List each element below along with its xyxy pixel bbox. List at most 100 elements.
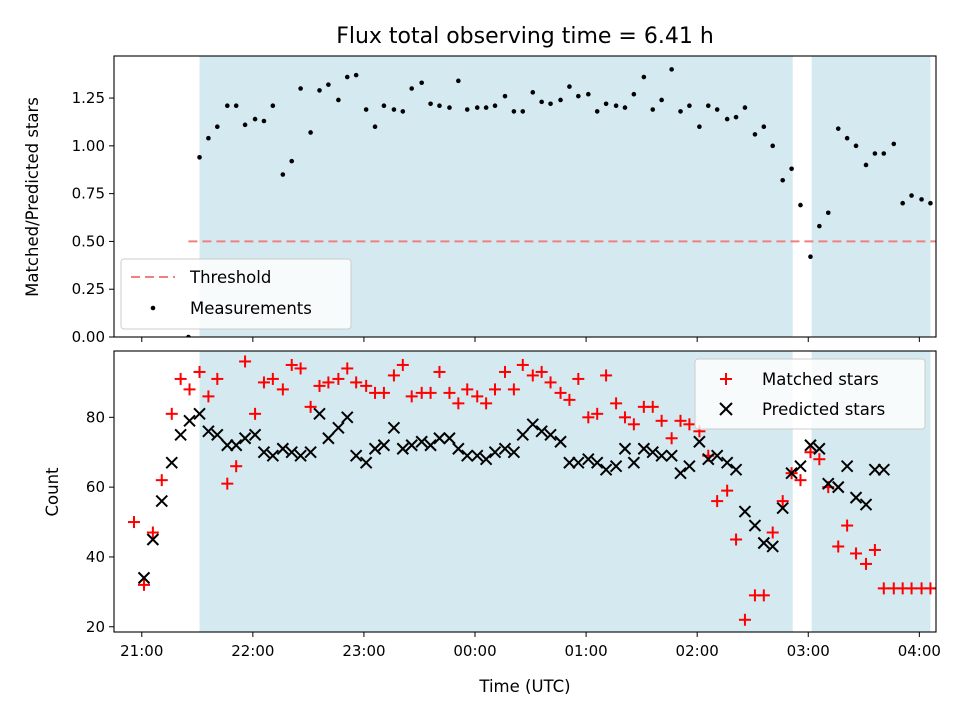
matched-point [266, 372, 279, 385]
measurement-point [687, 103, 692, 109]
predicted-point-b [683, 459, 696, 473]
predicted-point [572, 456, 585, 469]
measurement-point [844, 135, 850, 141]
predicted-point [443, 432, 456, 445]
predicted-point [655, 449, 668, 462]
matched-point [516, 358, 529, 371]
matched-point [563, 393, 576, 406]
measurement-point [215, 124, 220, 130]
matched-point [377, 386, 390, 399]
measurement-point [308, 130, 313, 135]
predicted-point-b [396, 442, 410, 455]
predicted-point-b [193, 407, 206, 421]
measurement-point [835, 126, 841, 131]
predicted-point-b [368, 442, 382, 455]
matched-point [221, 477, 234, 490]
matched-point [507, 383, 520, 396]
matched-point [572, 372, 585, 385]
predicted-point [452, 442, 465, 455]
legend-predicted-label: Predicted stars [762, 400, 885, 419]
measurement-point [336, 97, 341, 103]
predicted-point-b [479, 453, 493, 466]
predicted-point-b [332, 421, 345, 435]
predicted-point-b [304, 446, 317, 459]
measurement-point [483, 105, 489, 110]
predicted-point [211, 428, 224, 441]
predicted-point [221, 439, 234, 452]
matched-point [582, 411, 595, 424]
predicted-point-b [322, 432, 335, 445]
matched-point [711, 495, 724, 508]
measurement-point [381, 103, 387, 109]
predicted-point-b [266, 449, 280, 462]
predicted-point [609, 459, 623, 473]
matched-point [683, 418, 696, 431]
predicted-point [766, 540, 779, 553]
measurement-point [502, 93, 508, 99]
predicted-point-b [766, 540, 779, 553]
measurement-point [669, 67, 674, 72]
shaded-interval-0 [199, 351, 793, 632]
measurement-point [242, 122, 248, 128]
predicted-point [387, 421, 401, 435]
predicted-point-b [757, 536, 771, 550]
matched-point [943, 582, 955, 594]
predicted-point-b [729, 463, 743, 476]
predicted-point [498, 442, 512, 455]
matched-points [127, 355, 955, 626]
predicted-point-b [609, 459, 623, 473]
predicted-point-b [443, 432, 456, 445]
chart-title: Flux total observing time = 6.41 h [336, 24, 714, 49]
predicted-point [683, 459, 696, 473]
matched-point [405, 390, 418, 403]
predicted-point-b [507, 446, 521, 459]
predicted-point [832, 480, 845, 494]
top-y-axis-label: Matched/Predicted stars [23, 97, 42, 297]
predicted-point [877, 463, 890, 476]
predicted-point-b [776, 501, 789, 515]
matched-point [174, 372, 187, 385]
x-tick-label: 22:00 [231, 642, 274, 660]
predicted-point-b [359, 456, 373, 469]
measurement-point [641, 74, 647, 80]
predicted-point [738, 505, 752, 518]
matched-point [627, 418, 640, 431]
measurement-point [808, 254, 813, 260]
x-tick-label: 00:00 [453, 642, 496, 660]
measurement-point [789, 166, 794, 172]
bottom-y-axis-label: Count [43, 467, 62, 517]
predicted-point [332, 421, 345, 435]
predicted-point [313, 407, 326, 421]
predicted-point-b [590, 456, 604, 469]
matched-point [350, 376, 363, 389]
predicted-point [349, 449, 363, 462]
predicted-point [424, 439, 437, 452]
matched-point [387, 369, 400, 382]
bottom-axes-frame [113, 350, 937, 633]
measurement-point [733, 114, 739, 120]
predicted-point-b [822, 477, 835, 490]
matched-point [776, 495, 789, 508]
predicted-point [590, 456, 604, 469]
predicted-point [693, 435, 706, 448]
predicted-point-b [665, 449, 678, 462]
measurement-point [317, 88, 322, 93]
predicted-point-b [840, 459, 854, 473]
measurement-point [650, 107, 656, 112]
y-tick-label: 1.25 [72, 89, 105, 107]
predicted-point-b [693, 435, 706, 448]
matched-point [211, 372, 224, 385]
measurement-point [705, 103, 711, 109]
predicted-point-b [433, 432, 446, 445]
predicted-point-b [572, 456, 585, 469]
measurement-point [586, 91, 591, 97]
x-tick-label: 03:00 [787, 642, 830, 660]
predicted-point [461, 449, 474, 462]
predicted-point-b [813, 442, 826, 455]
matched-point [618, 411, 631, 424]
bottom-panel: 20 40 60 80 21:00 22:00 23:00 00:00 01:00 02:00 0… [43, 350, 955, 696]
matched-point [832, 540, 845, 553]
measurement-point [326, 82, 331, 87]
matched-point [665, 432, 678, 445]
predicted-point-b [294, 449, 307, 462]
